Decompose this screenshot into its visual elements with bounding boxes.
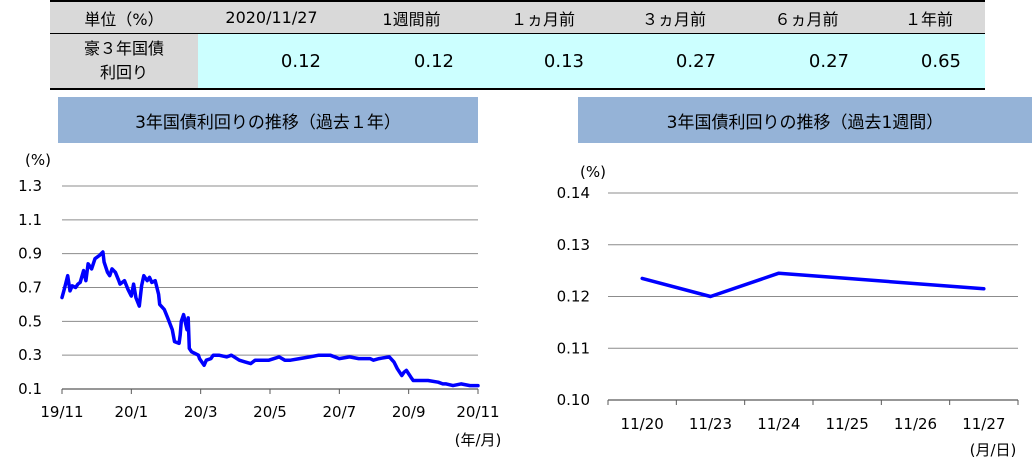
three-months-ago-header: ３ヵ月前 (608, 0, 740, 34)
one-year-ago-value: 0.65 (873, 33, 985, 90)
y-tick-label: 0.13 (557, 236, 590, 254)
one-month-ago-header: １ヵ月前 (478, 0, 608, 34)
one-year-ago-header: １年前 (873, 0, 985, 34)
y-tick-label: 0.7 (18, 279, 42, 297)
tick-labels: 1.3 1.1 0.9 0.7 0.5 0.3 0.1 19/11 20/1 20/3 20/5 20… (18, 177, 499, 421)
current-yield-value: 0.12 (198, 33, 345, 90)
y-axis-unit: (%) (580, 163, 606, 181)
x-tick-label: 11/24 (757, 415, 800, 433)
y-tick-label: 0.14 (557, 184, 590, 202)
axes (607, 399, 1019, 405)
x-tick-label: 20/1 (114, 403, 148, 421)
yield-summary-table: 単位（%） 2020/11/27 1週間前 １ヵ月前 ３ヵ月前 ６ヵ月前 １年前… (50, 0, 985, 90)
x-tick-label: 20/3 (184, 403, 218, 421)
x-tick-label: 19/11 (40, 403, 83, 421)
one-week-ago-header: 1週間前 (345, 0, 478, 34)
y-tick-label: 0.10 (557, 391, 590, 409)
x-tick-label: 11/20 (621, 415, 664, 433)
y-tick-label: 0.11 (557, 339, 590, 357)
x-tick-label: 11/26 (894, 415, 937, 433)
current-date-header: 2020/11/27 (198, 0, 345, 34)
y-tick-label: 1.1 (18, 211, 42, 229)
axes (61, 388, 479, 394)
x-tick-label: 11/25 (826, 415, 869, 433)
tick-labels: 0.14 0.13 0.12 0.11 0.10 11/20 11/23 11/24 11/25… (557, 184, 1006, 433)
unit-header: 単位（%） (50, 0, 198, 34)
y-tick-label: 1.3 (18, 177, 42, 195)
one-week-ago-value: 0.12 (345, 33, 478, 90)
x-tick-label: 11/23 (689, 415, 732, 433)
row-label-line: 豪３年国債 (83, 39, 164, 58)
one-year-chart-title: 3年国債利回りの推移（過去１年） (58, 97, 478, 143)
one-week-yield-chart: 0.14 0.13 0.12 0.11 0.10 11/20 11/23 11/24 11/25… (557, 163, 1019, 459)
y-tick-label: 0.9 (18, 245, 42, 263)
x-tick-label: 20/5 (253, 403, 287, 421)
row-label: 豪３年国債 利回り (50, 33, 198, 90)
y-tick-label: 0.3 (18, 346, 42, 364)
six-months-ago-value: 0.27 (740, 33, 873, 90)
table-header-row: 単位（%） 2020/11/27 1週間前 １ヵ月前 ３ヵ月前 ６ヵ月前 １年前 (50, 0, 985, 34)
x-axis-unit: (月/日) (970, 441, 1017, 459)
three-months-ago-value: 0.27 (608, 33, 740, 90)
x-tick-label: 20/11 (456, 403, 499, 421)
gridlines (62, 185, 478, 356)
series-line (640, 271, 986, 299)
row-label-line: 利回り (99, 63, 148, 82)
x-axis-unit: (年/月) (455, 431, 502, 449)
six-months-ago-header: ６ヵ月前 (740, 0, 873, 34)
y-axis-unit: (%) (25, 151, 51, 169)
x-tick-label: 20/7 (322, 403, 356, 421)
y-tick-label: 0.5 (18, 312, 42, 330)
one-year-yield-chart: 1.3 1.1 0.9 0.7 0.5 0.3 0.1 19/11 20/1 20/3 20/5 20… (18, 151, 502, 449)
gridlines (608, 192, 1018, 349)
x-tick-label: 20/9 (392, 403, 426, 421)
table-row: 豪３年国債 利回り 0.12 0.12 0.13 0.27 0.27 0.65 (50, 33, 985, 90)
one-week-chart-title: 3年国債利回りの推移（過去1週間） (578, 97, 1032, 143)
y-tick-label: 0.1 (18, 380, 42, 398)
series-line (60, 250, 480, 388)
one-month-ago-value: 0.13 (478, 33, 608, 90)
x-tick-label: 11/27 (962, 415, 1005, 433)
y-tick-label: 0.12 (557, 288, 590, 306)
